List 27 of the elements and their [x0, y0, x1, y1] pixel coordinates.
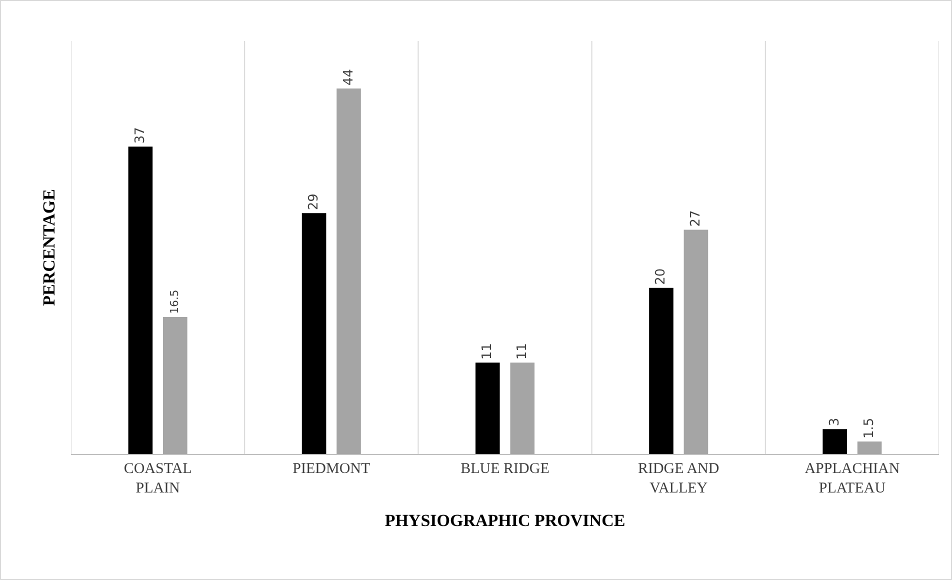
bar [128, 146, 153, 454]
data-label: 11 [480, 343, 496, 360]
data-label: 1.5 [862, 418, 878, 439]
bar [163, 316, 188, 454]
bar [302, 213, 326, 454]
bar [857, 442, 882, 454]
bar [336, 88, 361, 454]
bar [475, 362, 500, 454]
bar [510, 362, 535, 454]
x-tick-label: RIDGE AND VALLEY [638, 461, 720, 496]
bar [822, 429, 847, 454]
data-label: 11 [514, 343, 530, 360]
data-label: 20 [654, 268, 669, 285]
x-tick-label: BLUE RIDGE [460, 461, 550, 477]
data-label: 16.5 [168, 290, 182, 314]
bar [649, 288, 674, 454]
data-label: 27 [688, 210, 704, 227]
bar [684, 230, 708, 454]
y-axis-title: PERCENTAGE [40, 189, 59, 306]
x-tick-label: PIEDMONT [292, 461, 370, 477]
data-label: 37 [132, 127, 148, 144]
data-label: 29 [306, 194, 322, 210]
x-tick-label: COASTAL PLAIN [124, 461, 192, 496]
data-label: 44 [341, 68, 356, 86]
data-label: 3 [827, 418, 842, 426]
x-tick-label: APPLACHIAN PLATEAU [804, 461, 900, 496]
x-axis-title: PHYSIOGRAPHIC PROVINCE [384, 510, 626, 530]
